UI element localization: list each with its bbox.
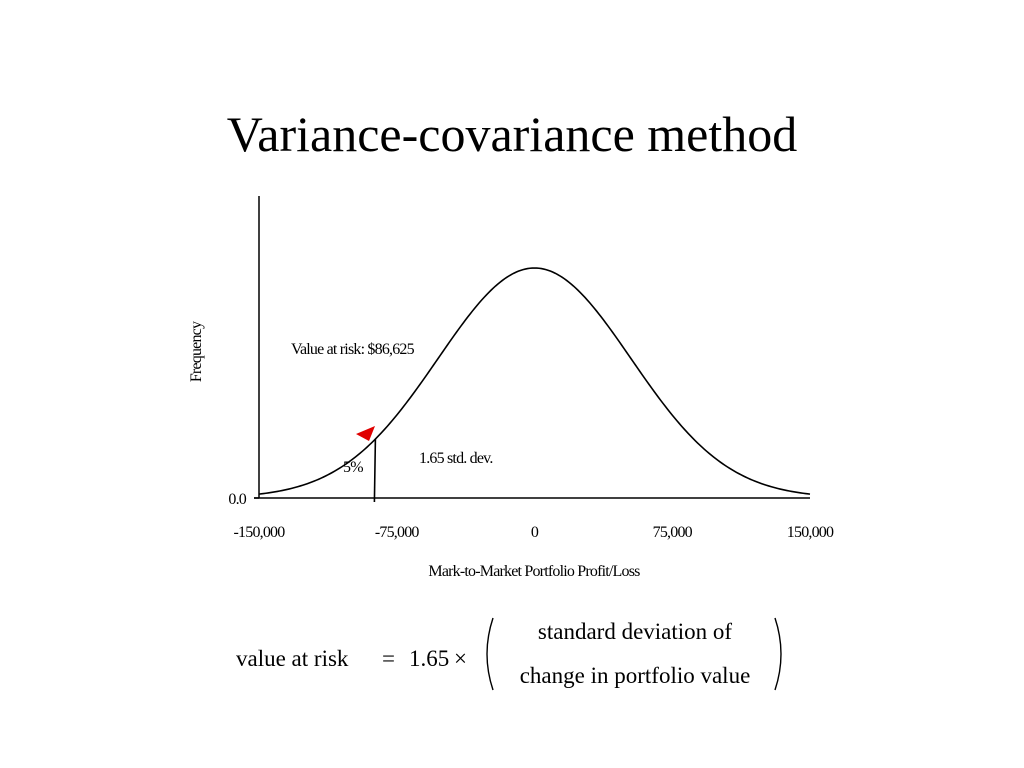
formula-lhs: value at risk [236,646,349,671]
right-paren [774,617,782,691]
x-tick-label: 0 [531,524,539,541]
var-label: Value at risk: $86,625 [291,341,415,358]
std-dev-label: 1.65 std. dev. [419,450,493,467]
x-tick-label: -75,000 [375,524,420,541]
x-axis-title: Mark-to-Market Portfolio Profit/Loss [428,563,640,580]
normal-curve [258,267,811,495]
formula-coefficient: 1.65 [409,646,450,671]
formula-times: × [454,646,467,671]
formula-equals: = [382,646,395,671]
left-paren [486,617,494,691]
x-tick-labels: -150,000 -75,000 0 75,000 150,000 [234,524,835,541]
formula-numerator: standard deviation of [537,619,733,644]
y-axis-title: Frequency [188,321,205,382]
formula-denominator: change in portfolio value [519,663,751,688]
x-tick-label: 150,000 [787,524,834,541]
var-pointer-icon [356,426,375,441]
var-cutoff-line [373,439,377,503]
tail-percent-label: 5% [343,459,363,476]
var-formula: value at risk = 1.65 × standard deviatio… [236,616,796,696]
y-tick-label: 0.0 [228,491,246,508]
x-tick-label: -150,000 [234,524,286,541]
slide-title: Variance-covariance method [226,106,798,162]
x-tick-label: 75,000 [653,524,693,541]
